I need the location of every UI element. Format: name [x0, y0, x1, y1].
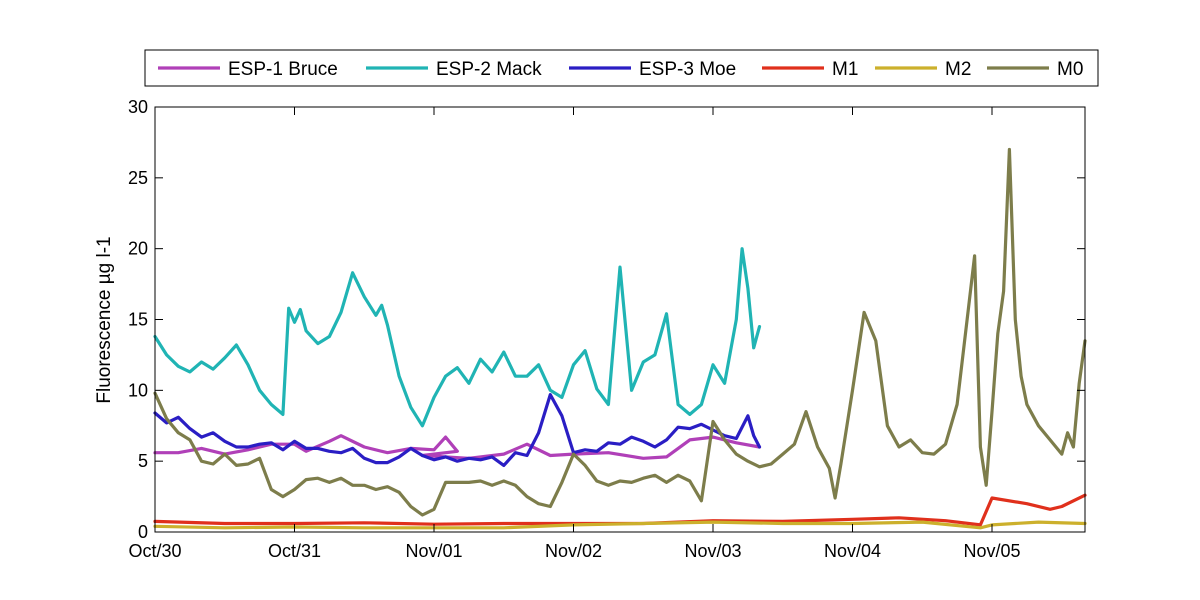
axes: 0 5 10 15 20 25 30 Oct/30 Oct/31 Nov/01 Nov/02 Nov/…	[128, 97, 1086, 561]
x-tick-label: Nov/04	[824, 541, 881, 561]
series-line-m1	[153, 493, 1087, 527]
legend-label: ESP-1 Bruce	[228, 59, 338, 80]
series-line-esp-2-mack	[153, 247, 762, 428]
y-tick-label: 30	[128, 97, 148, 117]
legend: ESP-1 Bruce ESP-2 Mack ESP-3 Moe M1 M2 M0	[144, 49, 1099, 87]
legend-label: M2	[945, 59, 971, 80]
y-tick-label: 5	[138, 451, 148, 471]
legend-label: M0	[1057, 59, 1083, 80]
x-tick-label: Oct/31	[268, 541, 321, 561]
x-tick-label: Oct/30	[128, 541, 181, 561]
legend-label: M1	[832, 59, 858, 80]
legend-label: ESP-3 Moe	[639, 59, 736, 80]
x-tick-label: Nov/01	[405, 541, 462, 561]
y-tick-label: 20	[128, 239, 148, 259]
series-line-esp-3-moe	[153, 393, 762, 467]
y-axis-label: Fluorescence µg l-1	[94, 236, 115, 403]
x-tick-label: Nov/05	[963, 541, 1020, 561]
series-line-m2	[153, 520, 1087, 530]
y-tick-label: 0	[138, 522, 148, 542]
series-line-m0	[153, 147, 1087, 517]
y-tick-label: 25	[128, 168, 148, 188]
series-line-esp-1-bruce	[153, 434, 762, 460]
x-tick-label: Nov/02	[545, 541, 602, 561]
y-tick-label: 15	[128, 310, 148, 330]
plot-area	[153, 147, 1087, 530]
legend-label: ESP-2 Mack	[436, 59, 542, 80]
x-tick-label: Nov/03	[684, 541, 741, 561]
y-tick-label: 10	[128, 380, 148, 400]
